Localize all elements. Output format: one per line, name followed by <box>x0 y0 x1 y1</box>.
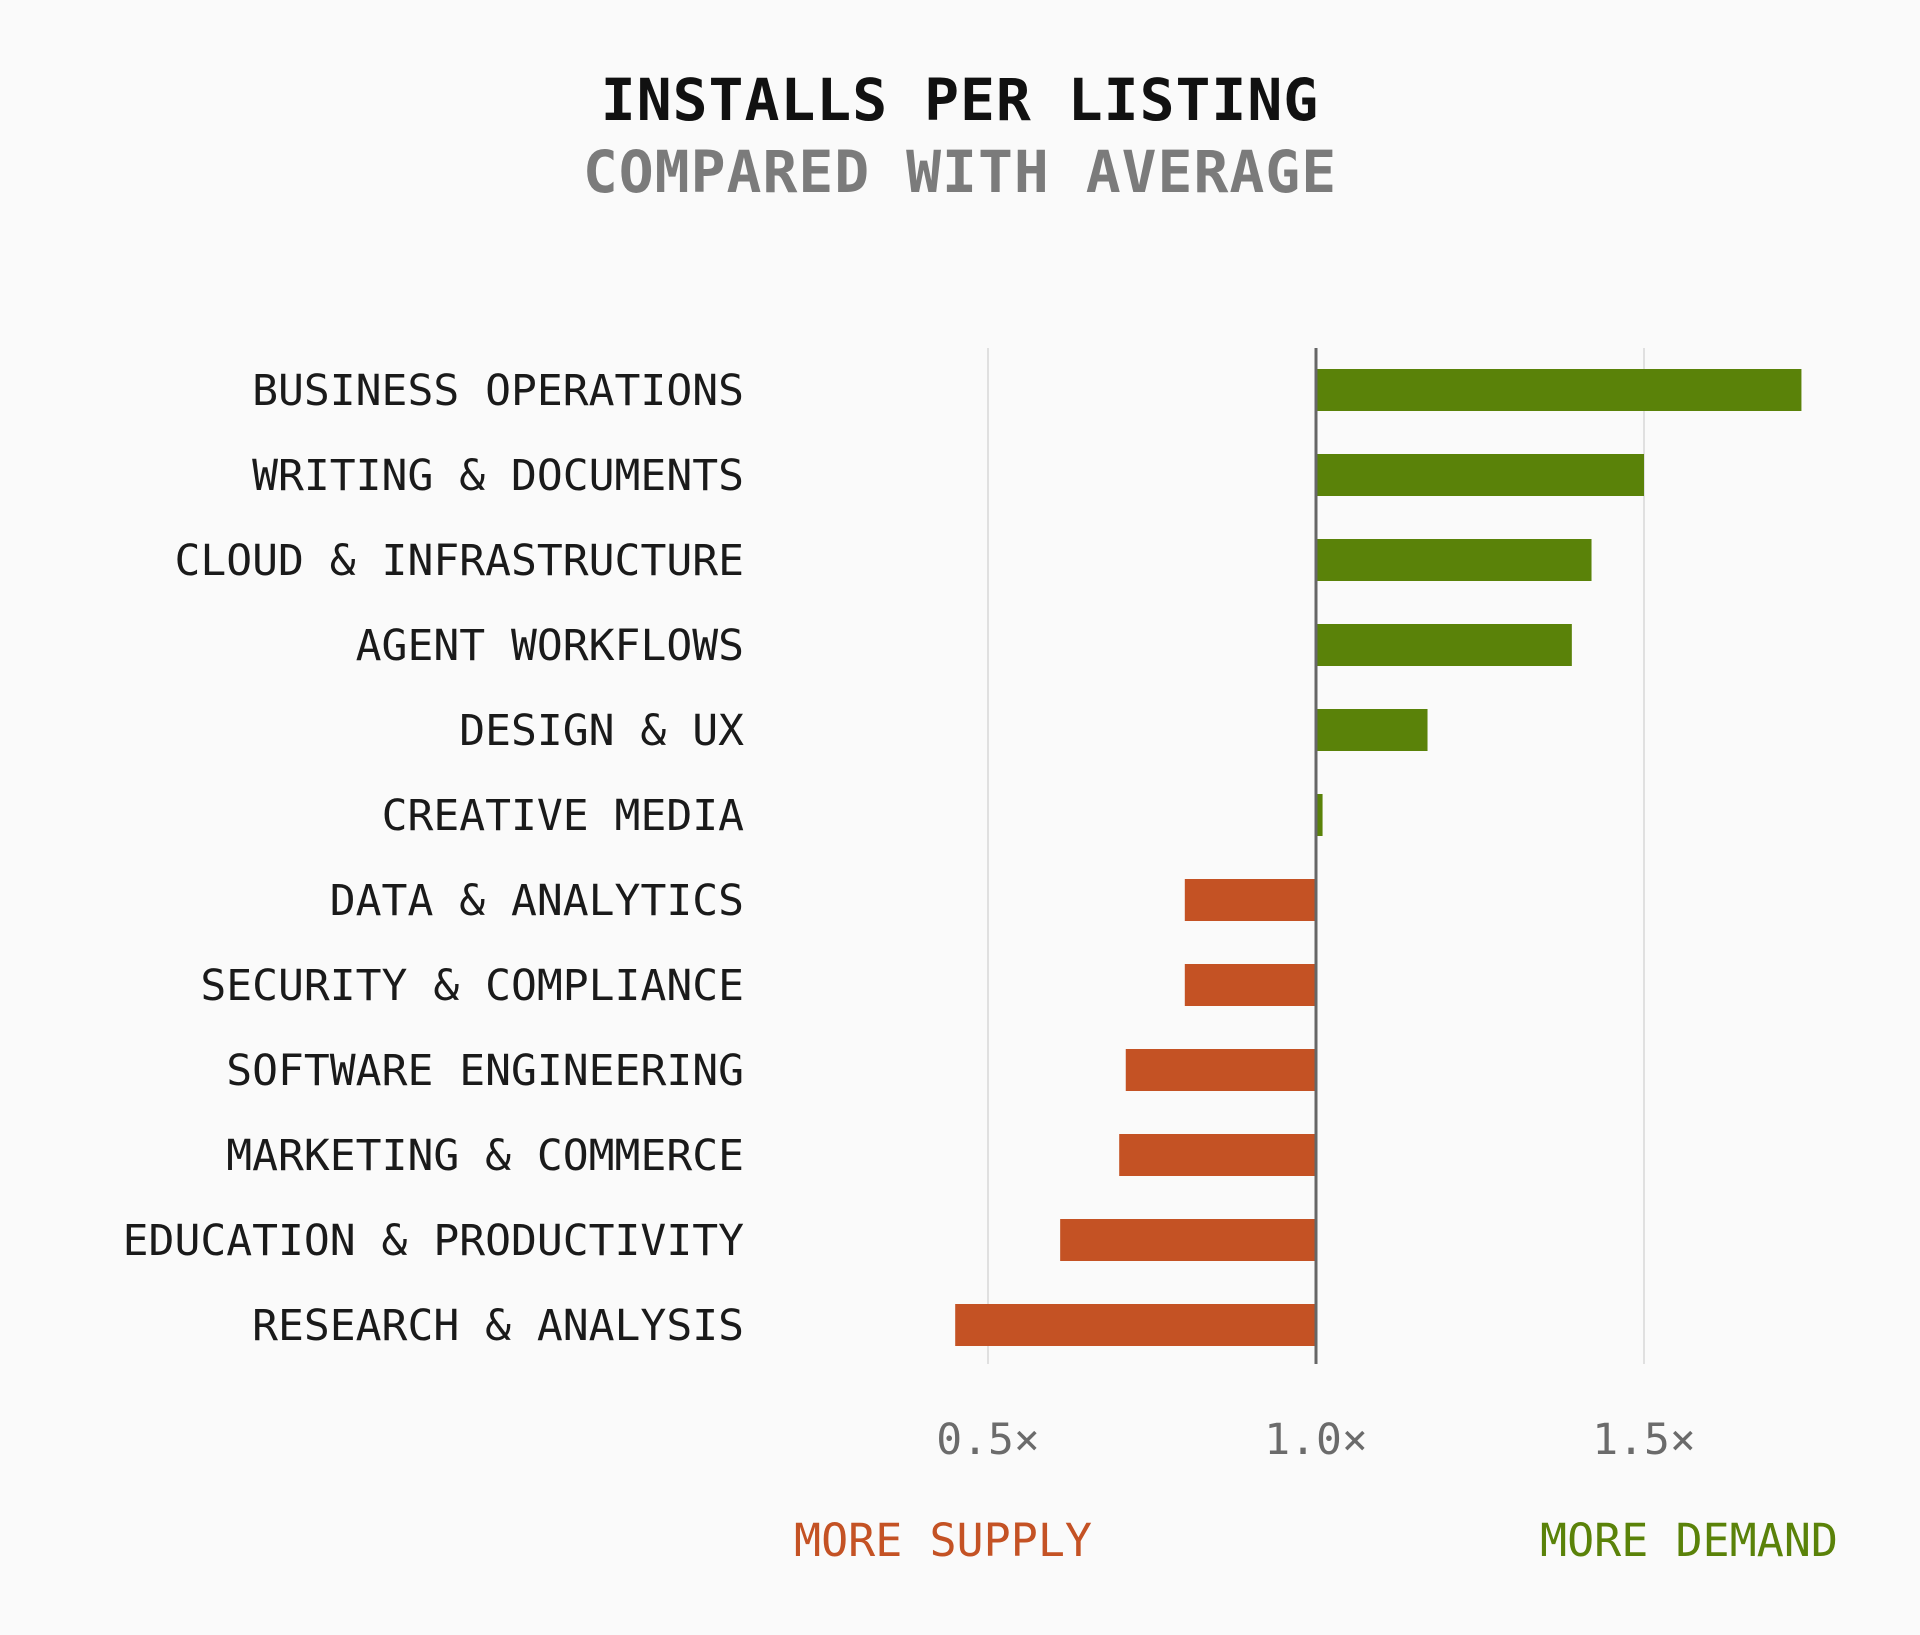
more-supply-label: MORE SUPPLY <box>794 1514 1092 1567</box>
chart-subtitle: COMPARED WITH AVERAGE <box>582 138 1338 206</box>
category-label: CREATIVE MEDIA <box>382 791 745 841</box>
bar <box>1316 709 1428 751</box>
category-label: CLOUD & INFRASTRUCTURE <box>174 536 744 586</box>
chart-title: INSTALLS PER LISTING <box>600 66 1320 134</box>
category-label: SECURITY & COMPLIANCE <box>200 961 744 1011</box>
bar <box>1316 794 1323 836</box>
category-label: EDUCATION & PRODUCTIVITY <box>123 1216 744 1266</box>
bar <box>1316 454 1644 496</box>
category-label: AGENT WORKFLOWS <box>356 621 744 671</box>
category-label: WRITING & DOCUMENTS <box>252 451 744 501</box>
bar <box>1119 1134 1316 1176</box>
category-label: BUSINESS OPERATIONS <box>252 366 744 416</box>
tick-label: 1.5× <box>1592 1415 1696 1465</box>
category-label: DESIGN & UX <box>459 706 744 756</box>
bar <box>1125 1049 1316 1091</box>
tick-label: 1.0× <box>1264 1415 1368 1465</box>
category-label: SOFTWARE ENGINEERING <box>226 1046 744 1096</box>
category-label: DATA & ANALYTICS <box>330 876 744 926</box>
bar <box>1060 1219 1316 1261</box>
bar <box>1316 369 1802 411</box>
bar <box>955 1304 1316 1346</box>
category-label: MARKETING & COMMERCE <box>226 1131 744 1181</box>
bar <box>1184 879 1316 921</box>
tick-label: 0.5× <box>936 1415 1040 1465</box>
bar <box>1316 539 1592 581</box>
category-label: RESEARCH & ANALYSIS <box>252 1301 744 1351</box>
bar <box>1316 624 1572 666</box>
bar <box>1184 964 1316 1006</box>
more-demand-label: MORE DEMAND <box>1540 1514 1838 1567</box>
